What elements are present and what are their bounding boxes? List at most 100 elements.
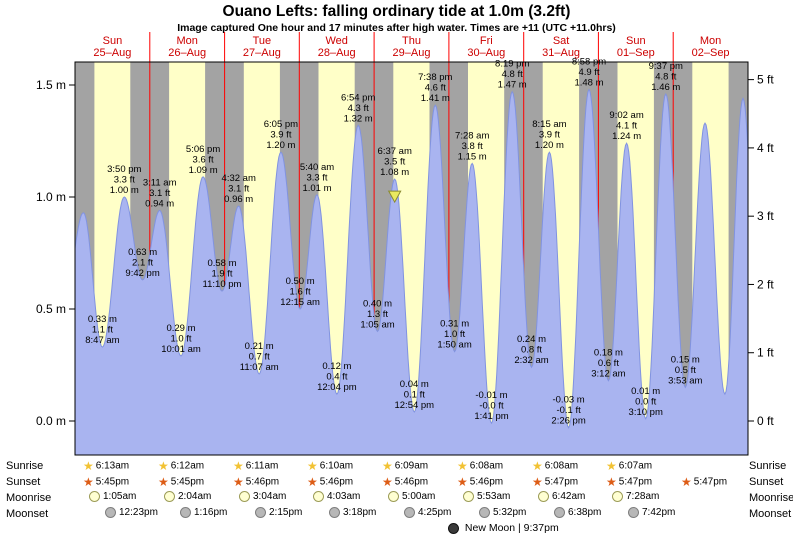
- plot-border: [74, 61, 749, 456]
- moonset-time: 7:42pm: [642, 507, 676, 518]
- left-axis-tick-label: 1.0 m: [36, 190, 66, 204]
- sunset-entry: ★ 5:47pm: [606, 475, 652, 489]
- tide-low-label: 0.24 m 0.8 ft 2:32 am: [514, 334, 548, 366]
- moonset-entry: 2:15pm: [255, 507, 302, 518]
- moonrise-time: 4:03am: [327, 491, 361, 502]
- tide-area: [75, 88, 748, 455]
- moonrise-circle-icon: [463, 491, 474, 502]
- sunrise-entry: ★ 6:08am: [457, 459, 503, 473]
- moonset-entry: 7:42pm: [628, 507, 675, 518]
- sunrise-entry: ★ 6:08am: [532, 459, 578, 473]
- axis-tick-labels: 0.0 m 0.5 m 1.0 m 1.5 m 0 ft 1 ft 2 ft 3 ft 4 ft…: [36, 73, 774, 428]
- moonrise-entry: 2:04am: [164, 491, 211, 502]
- sunset-time: 5:47pm: [618, 476, 653, 488]
- day-label: Mon 26–Aug: [168, 35, 206, 59]
- sunrise-time: 6:09am: [394, 460, 429, 472]
- tide-low-label: 0.50 m 1.6 ft 12:15 am: [280, 276, 320, 308]
- sunset-time: 5:47pm: [693, 476, 728, 488]
- day-label: Wed 28–Aug: [318, 35, 356, 59]
- moonset-time: 12:23pm: [119, 507, 158, 518]
- sunrise-time: 6:12am: [170, 460, 205, 472]
- sunrise-label-left: Sunrise: [6, 460, 44, 472]
- sunrise-entry: ★ 6:13am: [83, 459, 129, 473]
- sunrise-time: 6:10am: [319, 460, 354, 472]
- tide-high-label: 9:02 am 4.1 ft 1.24 m: [609, 110, 643, 142]
- moonset-time: 6:38pm: [568, 507, 602, 518]
- right-axis-tick-label: 1 ft: [757, 346, 774, 360]
- right-axis-tick-label: 5 ft: [757, 73, 774, 87]
- tide-low-label: 0.29 m 1.0 ft 10:01 am: [161, 323, 201, 355]
- sunrise-entry: ★ 6:12am: [158, 459, 204, 473]
- sunset-star-icon: ★: [307, 475, 318, 489]
- sunrise-star-icon: ★: [83, 459, 94, 473]
- tide-high-label: 9:37 pm 4.8 ft 1.46 m: [649, 61, 683, 93]
- sunset-entry: ★ 5:45pm: [158, 475, 204, 489]
- moonrise-label-right: Moonrise: [749, 492, 793, 504]
- moonrise-entry: 6:42am: [538, 491, 585, 502]
- moonrise-circle-icon: [313, 491, 324, 502]
- moonset-circle-icon: [404, 507, 415, 518]
- sunset-entry: ★ 5:47pm: [532, 475, 578, 489]
- moonset-entry: 4:25pm: [404, 507, 451, 518]
- tide-high-label: 6:54 pm 4.3 ft 1.32 m: [341, 92, 375, 124]
- tide-low-label: 0.15 m 0.5 ft 3:53 am: [668, 354, 702, 386]
- moonrise-time: 2:04am: [178, 491, 212, 502]
- moonset-circle-icon: [180, 507, 191, 518]
- moonset-label-left: Moonset: [6, 508, 49, 520]
- moonrise-time: 5:00am: [402, 491, 436, 502]
- moonset-time: 1:16pm: [194, 507, 228, 518]
- moonrise-time: 7:28am: [626, 491, 660, 502]
- sunrise-time: 6:07am: [618, 460, 653, 472]
- tide-low-label: 0.31 m 1.0 ft 1:50 am: [437, 319, 471, 351]
- right-axis-tick-label: 0 ft: [757, 414, 774, 428]
- moonset-time: 4:25pm: [418, 507, 452, 518]
- day-label: Sun 01–Sep: [617, 35, 655, 59]
- tide-curve: [75, 88, 748, 455]
- sunset-star-icon: ★: [382, 475, 393, 489]
- day-label: Sun 25–Aug: [93, 35, 131, 59]
- sunset-entry: ★ 5:47pm: [681, 475, 727, 489]
- moonrise-circle-icon: [89, 491, 100, 502]
- moonset-time: 2:15pm: [269, 507, 303, 518]
- tide-event-labels: 0.33 m 1.1 ft 8:47 am 3:50 pm 3.3 ft 1.00 m 0.…: [85, 57, 702, 427]
- tide-high-label: 8:15 am 3.9 ft 1.20 m: [532, 119, 566, 151]
- moonset-circle-icon: [554, 507, 565, 518]
- sunset-star-icon: ★: [606, 475, 617, 489]
- tide-low-label: 0.01 m 0.0 ft 3:10 pm: [629, 386, 663, 418]
- sunset-entry: ★ 5:46pm: [382, 475, 428, 489]
- moonrise-entry: 5:00am: [388, 491, 435, 502]
- right-axis-tick-label: 3 ft: [757, 209, 774, 223]
- moonset-time: 3:18pm: [343, 507, 377, 518]
- day-label: Tue 27–Aug: [243, 35, 281, 59]
- moonrise-entry: 7:28am: [612, 491, 659, 502]
- moonset-entry: 3:18pm: [329, 507, 376, 518]
- sunset-star-icon: ★: [158, 475, 169, 489]
- sunrise-time: 6:08am: [544, 460, 579, 472]
- moonrise-circle-icon: [164, 491, 175, 502]
- tide-high-label: 5:06 pm 3.6 ft 1.09 m: [186, 144, 220, 176]
- sunset-time: 5:45pm: [170, 476, 205, 488]
- moonset-circle-icon: [479, 507, 490, 518]
- tide-low-label: 0.40 m 1.3 ft 1:05 am: [360, 298, 394, 330]
- tide-low-label: -0.03 m -0.1 ft 2:26 pm: [551, 395, 585, 427]
- sunrise-star-icon: ★: [382, 459, 393, 473]
- right-axis-tick-label: 4 ft: [757, 141, 774, 155]
- sunrise-row: Sunrise ★ 6:13am ★ 6:12am ★ 6:11am ★ 6:10am ★ 6:0…: [0, 459, 793, 475]
- sunset-star-icon: ★: [233, 475, 244, 489]
- tide-low-label: -0.01 m -0.0 ft 1:41 pm: [474, 390, 508, 422]
- moonrise-entry: 1:05am: [89, 491, 136, 502]
- tide-low-label: 0.21 m 0.7 ft 11:07 am: [240, 341, 279, 373]
- sunset-star-icon: ★: [681, 475, 692, 489]
- moonrise-circle-icon: [612, 491, 623, 502]
- sunrise-time: 6:08am: [469, 460, 504, 472]
- current-tide-marker-icon: [387, 190, 402, 204]
- moonset-row: Moonset 12:23pm 1:16pm 2:15pm 3:18pm 4:25pm 5…: [0, 507, 793, 523]
- sunrise-star-icon: ★: [307, 459, 318, 473]
- day-label: Sat 31–Aug: [542, 35, 580, 59]
- moonrise-entry: 4:03am: [313, 491, 360, 502]
- moonset-circle-icon: [255, 507, 266, 518]
- moonset-time: 5:32pm: [493, 507, 527, 518]
- sunrise-star-icon: ★: [606, 459, 617, 473]
